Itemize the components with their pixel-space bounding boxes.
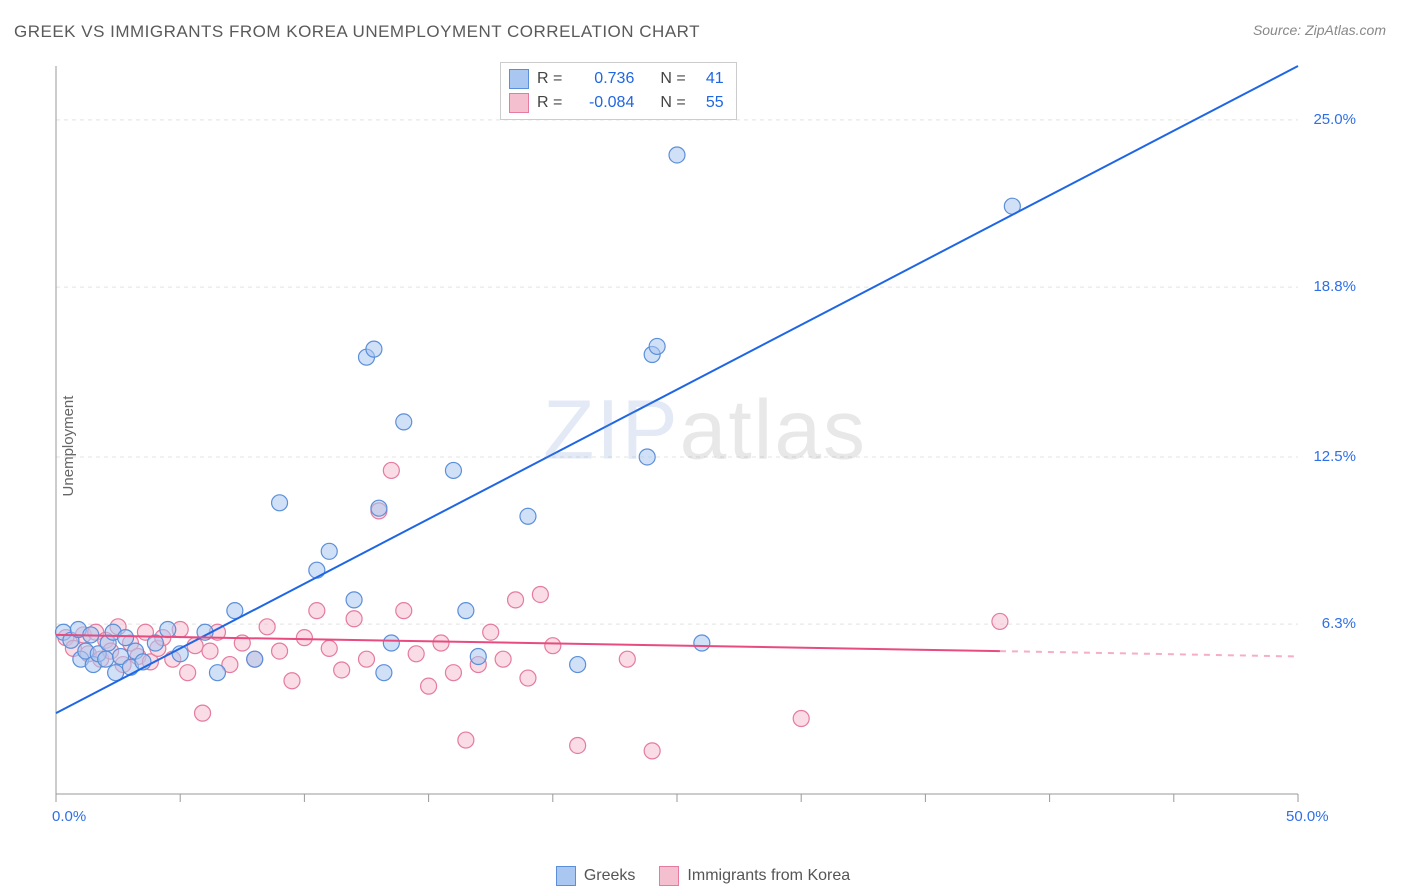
y-tick-label: 6.3% [1322,615,1356,632]
series-legend: Greeks Immigrants from Korea [0,866,1406,886]
chart-container: GREEK VS IMMIGRANTS FROM KOREA UNEMPLOYM… [0,0,1406,892]
n-value-korea: 55 [694,94,724,112]
y-tick-label: 25.0% [1313,111,1356,128]
r-value-greeks: 0.736 [570,70,634,88]
chart-title: GREEK VS IMMIGRANTS FROM KOREA UNEMPLOYM… [14,22,700,42]
n-value-greeks: 41 [694,70,724,88]
legend-swatch-greeks [509,69,529,89]
correlation-legend: R = 0.736 N = 41 R = -0.084 N = 55 [500,62,737,120]
y-tick-label: 18.8% [1313,278,1356,295]
legend-swatch-korea [509,93,529,113]
y-tick-label: 12.5% [1313,448,1356,465]
r-label: R = [537,70,562,88]
legend-item-korea: Immigrants from Korea [659,866,850,886]
n-label: N = [660,70,685,88]
r-label: R = [537,94,562,112]
legend-label-korea: Immigrants from Korea [687,867,850,885]
legend-swatch-korea-bottom [659,866,679,886]
legend-row-greeks: R = 0.736 N = 41 [509,67,724,91]
x-tick-label-max: 50.0% [1286,808,1329,825]
r-value-korea: -0.084 [570,94,634,112]
legend-row-korea: R = -0.084 N = 55 [509,91,724,115]
legend-item-greeks: Greeks [556,866,636,886]
x-tick-label-min: 0.0% [52,808,86,825]
plot-area: ZIPatlas 6.3%12.5%18.8%25.0%0.0%50.0% [50,60,1360,830]
legend-swatch-greeks-bottom [556,866,576,886]
n-label: N = [660,94,685,112]
chart-svg [50,60,1360,830]
legend-label-greeks: Greeks [584,867,636,885]
source-label: Source: ZipAtlas.com [1253,22,1386,38]
